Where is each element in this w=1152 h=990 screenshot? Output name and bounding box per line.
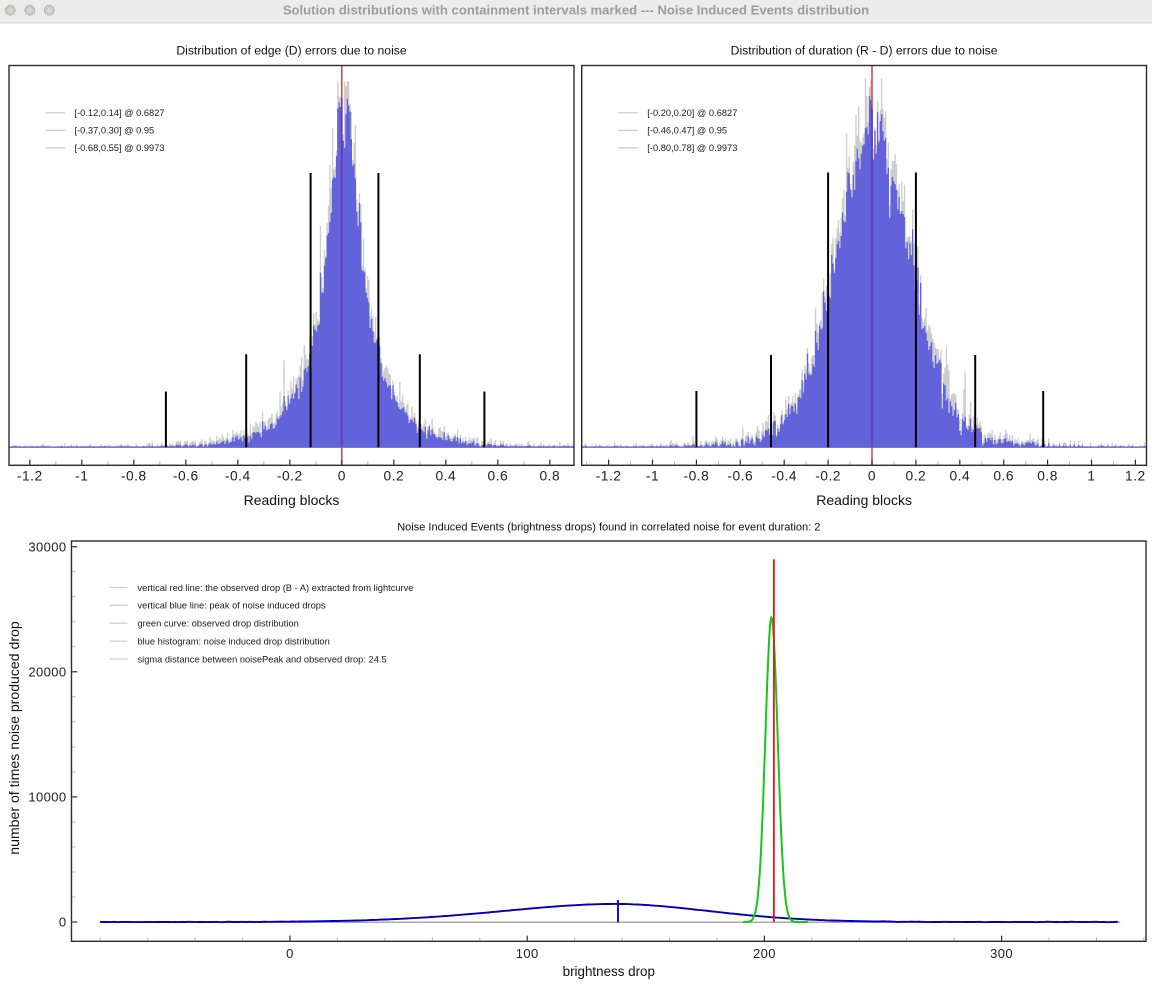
svg-text:0.8: 0.8 [1037,468,1058,483]
svg-text:blue histogram: noise induced: blue histogram: noise induced drop distr… [138,637,330,647]
svg-text:0: 0 [338,468,346,483]
svg-text:-0.6: -0.6 [727,468,753,483]
svg-text:0: 0 [868,468,876,483]
svg-text:0.6: 0.6 [993,468,1014,483]
svg-text:[-0.20,0.20] @ 0.6827: [-0.20,0.20] @ 0.6827 [647,108,737,118]
svg-text:-1.2: -1.2 [596,468,622,483]
svg-text:brightness drop: brightness drop [563,964,655,979]
svg-text:-1: -1 [646,468,659,483]
svg-text:Solution distributions with co: Solution distributions with containment … [283,3,869,18]
svg-text:vertical blue line: peak of no: vertical blue line: peak of noise induce… [138,601,326,611]
svg-text:Distribution of duration (R -: Distribution of duration (R - D) errors … [731,44,998,58]
svg-text:0.4: 0.4 [949,468,970,483]
svg-text:0: 0 [59,915,67,930]
svg-text:[-0.12,0.14] @ 0.6827: [-0.12,0.14] @ 0.6827 [75,108,165,118]
svg-text:Noise Induced Events (brightne: Noise Induced Events (brightness drops) … [397,522,820,534]
svg-text:-0.4: -0.4 [771,468,797,483]
svg-text:-0.6: -0.6 [173,468,199,483]
svg-text:1: 1 [1087,468,1095,483]
svg-text:[-0.46,0.47] @ 0.95: [-0.46,0.47] @ 0.95 [647,126,727,136]
svg-text:-0.8: -0.8 [684,468,710,483]
svg-text:sigma distance between noisePe: sigma distance between noisePeak and obs… [138,654,387,664]
svg-text:Reading blocks: Reading blocks [244,492,340,508]
svg-text:[-0.37,0.30] @ 0.95: [-0.37,0.30] @ 0.95 [75,126,155,136]
svg-text:0.8: 0.8 [539,468,560,483]
svg-text:10000: 10000 [28,790,66,805]
svg-text:-1: -1 [75,468,88,483]
svg-text:100: 100 [516,946,539,961]
svg-text:vertical red line: the observe: vertical red line: the observed drop (B … [138,583,414,593]
svg-text:[-0.80,0.78] @ 0.9973: [-0.80,0.78] @ 0.9973 [647,143,737,153]
svg-text:-0.2: -0.2 [815,468,841,483]
svg-text:200: 200 [753,946,776,961]
svg-text:300: 300 [990,946,1013,961]
svg-text:0.6: 0.6 [487,468,508,483]
svg-text:0.4: 0.4 [435,468,456,483]
svg-text:-0.4: -0.4 [225,468,251,483]
svg-text:-1.2: -1.2 [17,468,43,483]
svg-text:20000: 20000 [28,664,66,679]
svg-text:[-0.68,0.55] @ 0.9973: [-0.68,0.55] @ 0.9973 [75,143,165,153]
svg-text:0: 0 [286,946,294,961]
svg-text:green curve: observed drop dis: green curve: observed drop distribution [138,619,299,629]
svg-text:Distribution of edge (D) error: Distribution of edge (D) errors due to n… [176,44,407,58]
svg-text:0.2: 0.2 [906,468,927,483]
svg-text:0.2: 0.2 [383,468,404,483]
svg-text:-0.2: -0.2 [277,468,303,483]
svg-text:-0.8: -0.8 [121,468,147,483]
svg-text:1.2: 1.2 [1125,468,1146,483]
svg-text:number of times noise produced: number of times noise produced drop [6,621,22,855]
svg-text:30000: 30000 [28,539,66,554]
svg-text:Reading blocks: Reading blocks [816,492,912,508]
